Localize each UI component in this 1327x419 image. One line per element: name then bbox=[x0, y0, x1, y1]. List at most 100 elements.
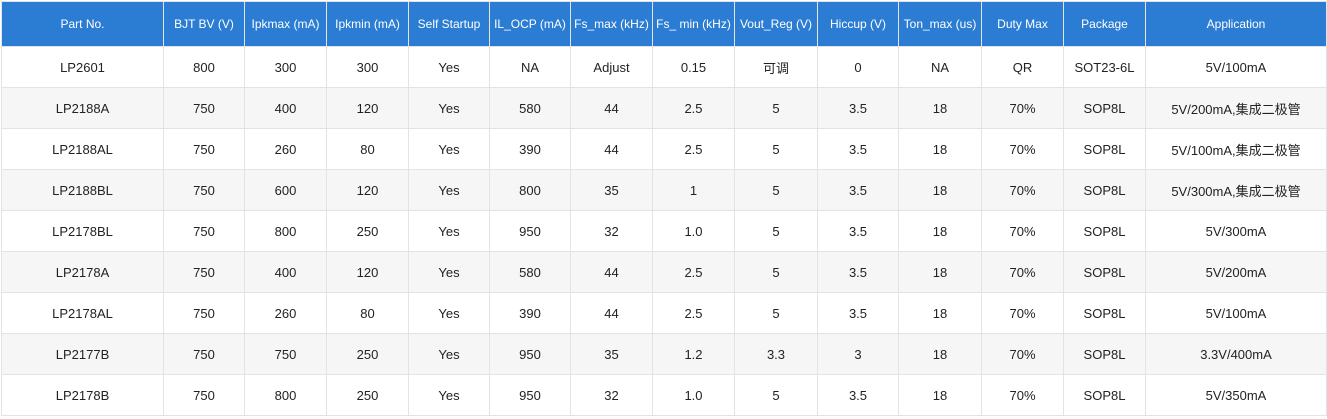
table-cell: 44 bbox=[570, 128, 653, 170]
table-cell: 18 bbox=[898, 210, 982, 252]
table-cell: 5 bbox=[734, 210, 818, 252]
table-row: LP2601 800 300 300 Yes NA Adjust 0.15 可调 0 NA QR SOT… bbox=[1, 46, 1327, 88]
table-cell: 2.5 bbox=[652, 292, 735, 334]
table-cell: Yes bbox=[408, 333, 490, 375]
column-header: Part No. bbox=[1, 1, 164, 47]
column-header: BJT BV (V) bbox=[163, 1, 245, 47]
table-cell: 800 bbox=[489, 169, 571, 211]
column-header: Ipkmin (mA) bbox=[326, 1, 409, 47]
table-cell: 2.5 bbox=[652, 128, 735, 170]
table-cell: 120 bbox=[326, 251, 409, 293]
table-cell: 3.5 bbox=[817, 251, 899, 293]
table-cell: 3.3V/400mA bbox=[1145, 333, 1327, 375]
table-cell: 250 bbox=[326, 210, 409, 252]
table-cell: 3.5 bbox=[817, 292, 899, 334]
table-cell: 5V/100mA bbox=[1145, 292, 1327, 334]
table-cell: 750 bbox=[163, 210, 245, 252]
table-cell: NA bbox=[489, 46, 571, 88]
table-cell: 750 bbox=[163, 128, 245, 170]
table-cell: 800 bbox=[163, 46, 245, 88]
table-cell: Yes bbox=[408, 46, 490, 88]
table-cell: 580 bbox=[489, 87, 571, 129]
table-cell: 800 bbox=[244, 210, 327, 252]
table-cell: 3.5 bbox=[817, 87, 899, 129]
table-cell: 260 bbox=[244, 128, 327, 170]
table-cell: 5V/200mA bbox=[1145, 251, 1327, 293]
table-cell: 750 bbox=[163, 169, 245, 211]
table-cell: 18 bbox=[898, 87, 982, 129]
table-cell: 400 bbox=[244, 251, 327, 293]
table-cell: SOT23-6L bbox=[1063, 46, 1146, 88]
table-cell: 44 bbox=[570, 251, 653, 293]
table-cell: 1 bbox=[652, 169, 735, 211]
table-cell: 44 bbox=[570, 87, 653, 129]
table-cell: 400 bbox=[244, 87, 327, 129]
header-row: Part No. BJT BV (V) Ipkmax (mA) Ipkmin (mA)… bbox=[1, 1, 1327, 47]
table-cell: 600 bbox=[244, 169, 327, 211]
table-cell: LP2178AL bbox=[1, 292, 164, 334]
table-cell: 300 bbox=[244, 46, 327, 88]
table-cell: Yes bbox=[408, 87, 490, 129]
table-cell: SOP8L bbox=[1063, 210, 1146, 252]
table-cell: 750 bbox=[163, 251, 245, 293]
column-header: Ton_max (us) bbox=[898, 1, 982, 47]
table-cell: SOP8L bbox=[1063, 128, 1146, 170]
table-cell: 18 bbox=[898, 128, 982, 170]
table-cell: 32 bbox=[570, 210, 653, 252]
table-cell: 5 bbox=[734, 87, 818, 129]
table-cell: 80 bbox=[326, 128, 409, 170]
table-cell: 可调 bbox=[734, 46, 818, 88]
table-cell: 70% bbox=[981, 169, 1064, 211]
table-cell: SOP8L bbox=[1063, 87, 1146, 129]
table-cell: 35 bbox=[570, 333, 653, 375]
table-cell: 70% bbox=[981, 374, 1064, 416]
table-cell: 250 bbox=[326, 374, 409, 416]
table-row: LP2188BL 750 600 120 Yes 800 35 1 5 3.5 18 70% SOP8L… bbox=[1, 169, 1327, 211]
table-cell: 18 bbox=[898, 374, 982, 416]
table-cell: SOP8L bbox=[1063, 251, 1146, 293]
table-cell: 750 bbox=[163, 333, 245, 375]
table-cell: 5 bbox=[734, 169, 818, 211]
table-cell: 3.3 bbox=[734, 333, 818, 375]
table-row: LP2178BL 750 800 250 Yes 950 32 1.0 5 3.5 18 70% SOP… bbox=[1, 210, 1327, 252]
table-cell: LP2177B bbox=[1, 333, 164, 375]
table-cell: 70% bbox=[981, 210, 1064, 252]
table-cell: 1.2 bbox=[652, 333, 735, 375]
table-cell: 70% bbox=[981, 333, 1064, 375]
table-cell: 32 bbox=[570, 374, 653, 416]
table-cell: 18 bbox=[898, 169, 982, 211]
column-header: Package bbox=[1063, 1, 1146, 47]
table-cell: 950 bbox=[489, 333, 571, 375]
table-cell: 5V/300mA,集成二极管 bbox=[1145, 169, 1327, 211]
table-cell: 300 bbox=[326, 46, 409, 88]
table-cell: 5V/100mA,集成二极管 bbox=[1145, 128, 1327, 170]
table-cell: 5 bbox=[734, 251, 818, 293]
table-row: LP2177B 750 750 250 Yes 950 35 1.2 3.3 3 18 70% SOP8… bbox=[1, 333, 1327, 375]
table-cell: LP2178B bbox=[1, 374, 164, 416]
table-cell: 390 bbox=[489, 128, 571, 170]
table-cell: 5V/100mA bbox=[1145, 46, 1327, 88]
table-cell: LP2601 bbox=[1, 46, 164, 88]
table-cell: SOP8L bbox=[1063, 333, 1146, 375]
table-cell: LP2178BL bbox=[1, 210, 164, 252]
table-cell: 750 bbox=[163, 292, 245, 334]
table-cell: 800 bbox=[244, 374, 327, 416]
column-header: Hiccup (V) bbox=[817, 1, 899, 47]
table-cell: 950 bbox=[489, 210, 571, 252]
table-cell: 1.0 bbox=[652, 374, 735, 416]
table-cell: Adjust bbox=[570, 46, 653, 88]
table-cell: 750 bbox=[244, 333, 327, 375]
table-cell: 44 bbox=[570, 292, 653, 334]
table-cell: 5V/350mA bbox=[1145, 374, 1327, 416]
table-cell: 5V/200mA,集成二极管 bbox=[1145, 87, 1327, 129]
table-cell: Yes bbox=[408, 374, 490, 416]
table-cell: 260 bbox=[244, 292, 327, 334]
column-header: IL_OCP (mA) bbox=[489, 1, 571, 47]
table-cell: NA bbox=[898, 46, 982, 88]
column-header: Fs_ min (kHz) bbox=[652, 1, 735, 47]
column-header: Fs_max (kHz) bbox=[570, 1, 653, 47]
table-cell: 3.5 bbox=[817, 169, 899, 211]
column-header: Ipkmax (mA) bbox=[244, 1, 327, 47]
